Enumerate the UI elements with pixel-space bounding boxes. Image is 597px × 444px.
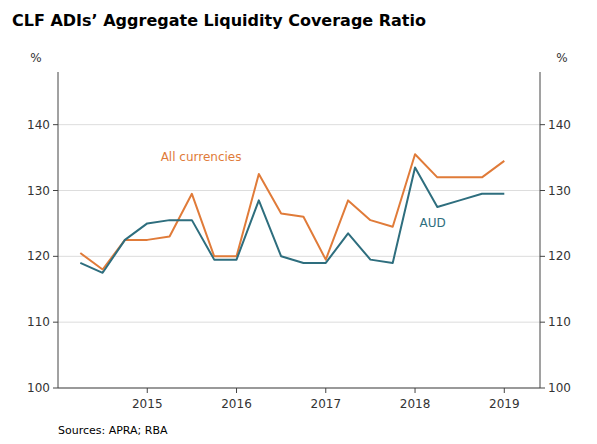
- y-tick: [53, 388, 58, 389]
- grid-line: [58, 124, 540, 125]
- x-tick-label: 2017: [311, 397, 342, 411]
- y-tick-label: 120: [27, 249, 50, 263]
- y-tick-label: 130: [27, 184, 50, 198]
- x-tick: [236, 388, 237, 393]
- series-line: [80, 167, 504, 272]
- y-tick: [53, 190, 58, 191]
- y2-tick: [540, 388, 545, 389]
- y2-tick: [540, 190, 545, 191]
- y-label: %: [30, 51, 41, 65]
- y2-tick: [540, 256, 545, 257]
- x-tick-label: 2019: [489, 397, 520, 411]
- x-tick: [504, 388, 505, 393]
- y-tick-label: 140: [27, 118, 50, 132]
- y2-tick-label: 140: [548, 118, 571, 132]
- y-tick: [53, 124, 58, 125]
- x-tick-label: 2018: [400, 397, 431, 411]
- y-tick-label: 100: [27, 381, 50, 395]
- x-tick: [415, 388, 416, 393]
- y2-label: %: [556, 51, 567, 65]
- series-label: AUD: [420, 216, 446, 230]
- x-tick-label: 2016: [221, 397, 252, 411]
- y2-tick-label: 120: [548, 249, 571, 263]
- grid-line: [58, 190, 540, 191]
- y2-axis: [540, 72, 541, 388]
- grid-line: [58, 256, 540, 257]
- series-label: All currencies: [161, 150, 242, 164]
- source: Sources: APRA; RBA: [58, 424, 168, 437]
- y2-tick: [540, 124, 545, 125]
- chart: CLF ADIs’ Aggregate Liquidity Coverage R…: [0, 0, 597, 444]
- y2-tick: [540, 322, 545, 323]
- plot-area: [80, 154, 504, 273]
- y-tick-label: 110: [27, 315, 50, 329]
- y-tick: [53, 256, 58, 257]
- series-line: [80, 154, 504, 269]
- x-tick: [325, 388, 326, 393]
- y2-tick-label: 100: [548, 381, 571, 395]
- title: CLF ADIs’ Aggregate Liquidity Coverage R…: [12, 11, 426, 30]
- y2-tick-label: 130: [548, 184, 571, 198]
- x-axis: [58, 388, 540, 389]
- x-tick-label: 2015: [132, 397, 163, 411]
- x-tick: [147, 388, 148, 393]
- grid-line: [58, 322, 540, 323]
- y-tick: [53, 322, 58, 323]
- y2-tick-label: 110: [548, 315, 571, 329]
- grid-line: [58, 388, 540, 389]
- y-axis: [58, 72, 59, 388]
